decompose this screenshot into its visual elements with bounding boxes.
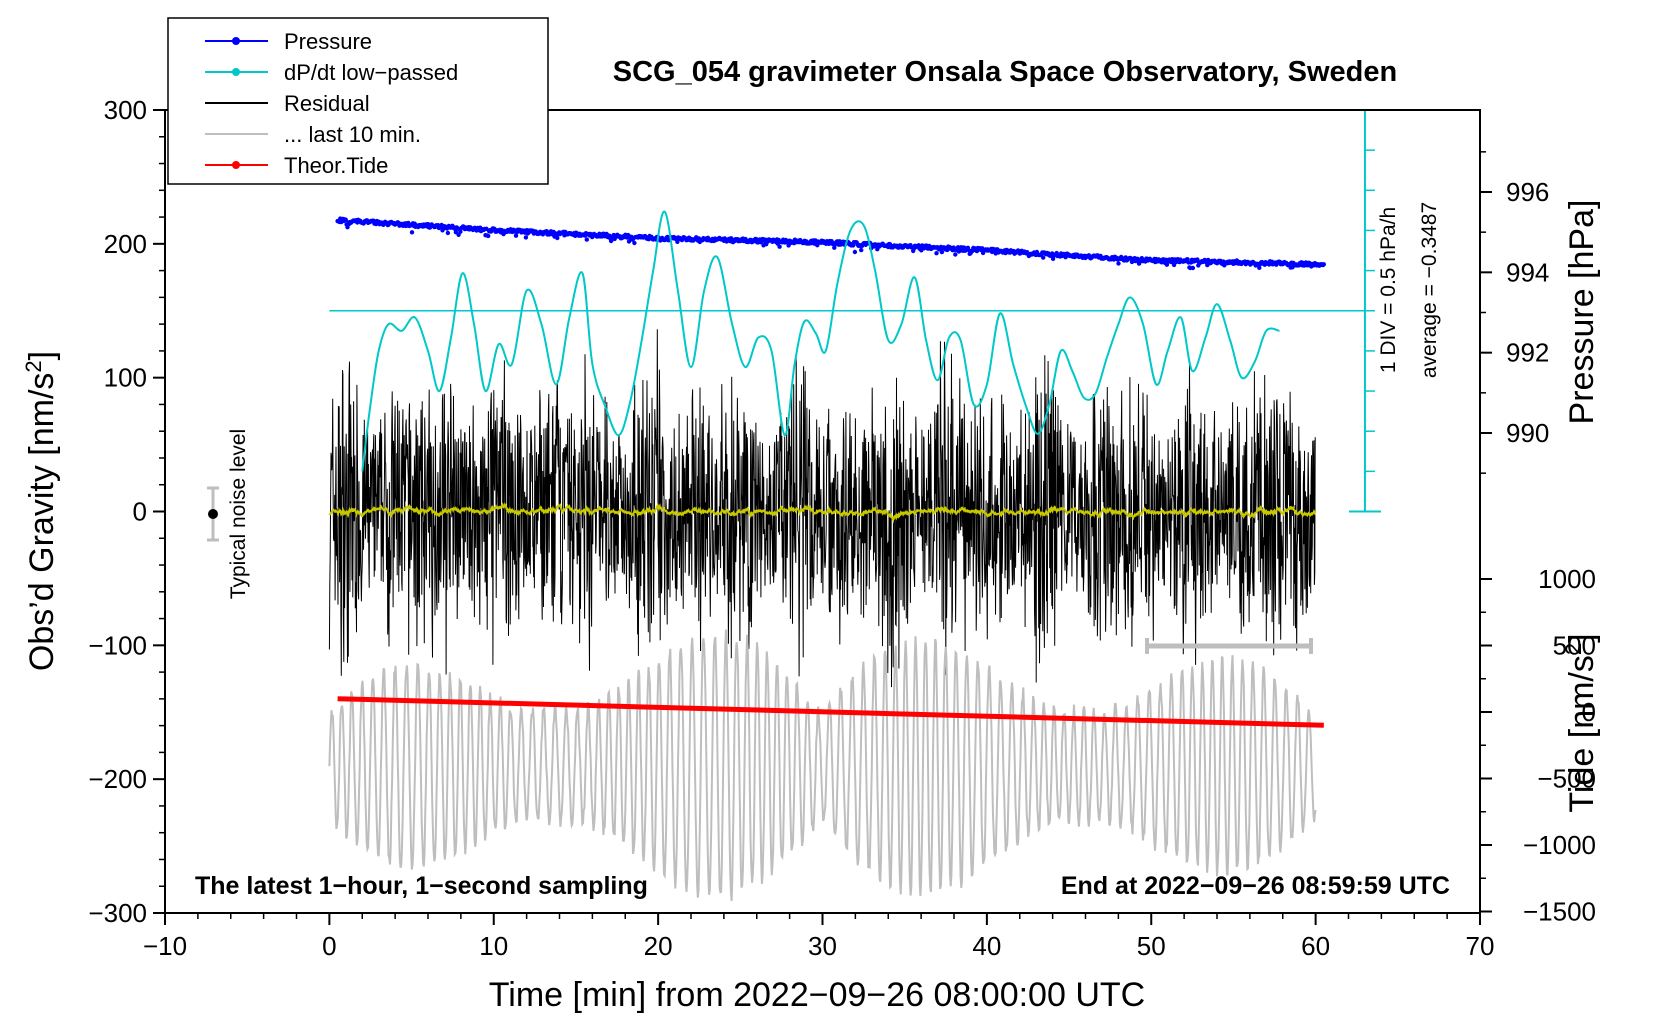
pressure-point (584, 237, 589, 242)
tide-axis-title: Tide [nm/s2] (1561, 633, 1602, 812)
y-left-tick-label: −300 (88, 898, 147, 928)
y-left-tick-label: 300 (104, 95, 147, 125)
pressure-point (916, 243, 921, 248)
pressure-tick-label: 996 (1506, 177, 1549, 207)
pressure-tick-label: 992 (1506, 338, 1549, 368)
pressure-point (523, 235, 529, 240)
y-left-title-sup: 2 (21, 360, 46, 372)
x-tick-label: 40 (972, 931, 1001, 961)
tide-tick-label: −500 (1537, 764, 1596, 794)
pressure-point (1195, 257, 1200, 262)
legend-marker (232, 68, 240, 76)
chart-title: SCG_054 gravimeter Onsala Space Observat… (613, 56, 1397, 88)
pressure-point (852, 249, 858, 255)
pressure-point (777, 244, 782, 249)
y-axis-left-title: Obs’d Gravity [nm/s2] (21, 351, 62, 671)
x-tick-label: 10 (479, 931, 508, 961)
y-left-tick-label: 0 (133, 497, 147, 527)
last-10-min-line (328, 629, 1317, 902)
residual-series (328, 329, 1317, 688)
pressure-point (458, 229, 463, 234)
noise-dot (208, 509, 218, 519)
x-tick-label: 70 (1466, 931, 1495, 961)
y-left-tick-label: 100 (104, 363, 147, 393)
pressure-series (335, 216, 1327, 271)
pressure-tick-label: 994 (1506, 257, 1549, 287)
theor-tide-series (337, 696, 1324, 728)
pressure-point (1321, 262, 1327, 267)
legend-marker (232, 37, 240, 45)
legend-label: dP/dt low−passed (284, 60, 458, 85)
pressure-point (1041, 255, 1046, 260)
dpdt-series (329, 210, 1374, 472)
last-10-min-series (328, 629, 1317, 902)
tide-tick-label: 0 (1582, 697, 1596, 727)
x-tick-label: 20 (644, 931, 673, 961)
residual-running-mean (328, 502, 1317, 524)
x-tick-label: 0 (322, 931, 336, 961)
x-tick-label: 30 (808, 931, 837, 961)
pressure-point (953, 252, 958, 257)
dpdt-average-label: average = −0.3487 (1418, 202, 1441, 378)
annotation-end-time: End at 2022−09−26 08:59:59 UTC (1061, 872, 1450, 900)
dpdt-scale-label: 1 DIV = 0.5 hPa/h (1377, 207, 1400, 373)
tide-tick-label: −1500 (1523, 897, 1596, 927)
y-left-title-main: Obs’d Gravity [nm/s (23, 373, 61, 672)
annotation-sampling: The latest 1−hour, 1−second sampling (195, 872, 648, 900)
residual-line (328, 329, 1316, 688)
pressure-axis-title: Pressure [hPa] (1563, 200, 1601, 425)
tide-title-sup: 2 (1561, 643, 1586, 655)
pressure-point (409, 230, 415, 235)
tide-tick-label: 1000 (1538, 564, 1596, 594)
pressure-point (486, 233, 491, 239)
pressure-point (1190, 265, 1196, 271)
legend-label: Theor.Tide (284, 153, 388, 178)
x-tick-label: −10 (143, 931, 187, 961)
pressure-point (626, 239, 632, 244)
legend-label: Residual (284, 91, 370, 116)
y-left-tick-label: −100 (88, 630, 147, 660)
pressure-point (343, 217, 348, 222)
noise-label: Typical noise level (227, 429, 250, 599)
legend-box (167, 17, 549, 185)
tide-tick-label: −1000 (1523, 830, 1596, 860)
legend-marker (232, 161, 240, 169)
tide-line (337, 696, 1324, 728)
dpdt-line (361, 210, 1280, 472)
axes: −10 0 10 20 30 40 50 60 703002001000−100−200−300… (88, 95, 1596, 961)
pressure-point (445, 230, 451, 236)
pressure-point (1116, 261, 1121, 266)
legend-label: ... last 10 min. (284, 122, 421, 147)
pressure-point (934, 251, 939, 256)
y-left-tick-label: 200 (104, 229, 147, 259)
pressure-point (632, 240, 637, 246)
x-tick-label: 50 (1137, 931, 1166, 961)
y-left-title-end: ] (23, 351, 61, 360)
pressure-point (513, 233, 519, 238)
pressure-point (815, 243, 820, 248)
tide-tick-label: 500 (1553, 631, 1596, 661)
x-tick-label: 60 (1301, 931, 1330, 961)
tide-title-end: ] (1563, 633, 1601, 642)
pressure-point (1257, 265, 1262, 270)
pressure-point (555, 235, 560, 241)
tide-title-main: Tide [nm/s (1563, 655, 1601, 812)
legend-label: Pressure (284, 29, 372, 54)
legend: Pressure dP/dt low−passed Residual ... last… (167, 17, 549, 185)
pressure-point (608, 238, 614, 244)
pressure-point (859, 247, 864, 253)
pressure-tick-label: 990 (1506, 418, 1549, 448)
x-axis-title: Time [min] from 2022−09−26 08:00:00 UTC (489, 976, 1145, 1014)
pressure-point (939, 249, 945, 255)
y-left-tick-label: −200 (88, 764, 147, 794)
